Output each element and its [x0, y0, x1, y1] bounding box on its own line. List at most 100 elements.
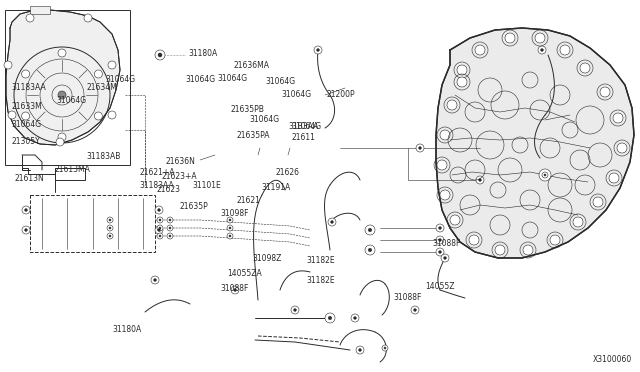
Text: 21636MA: 21636MA [234, 61, 269, 70]
Circle shape [411, 306, 419, 314]
Circle shape [384, 347, 386, 349]
Circle shape [447, 100, 457, 110]
Text: 31064G: 31064G [106, 76, 136, 84]
Text: 31101E: 31101E [192, 182, 221, 190]
Circle shape [84, 14, 92, 22]
Text: 21634M: 21634M [86, 83, 117, 92]
Circle shape [580, 63, 590, 73]
Text: 21621+A: 21621+A [140, 169, 175, 177]
Circle shape [22, 226, 30, 234]
Text: 21626: 21626 [275, 169, 300, 177]
Circle shape [229, 235, 231, 237]
Circle shape [441, 254, 449, 262]
Circle shape [8, 111, 16, 119]
Circle shape [169, 235, 171, 237]
Circle shape [314, 46, 322, 54]
Circle shape [444, 257, 447, 259]
Bar [55, 168, 85, 180]
Circle shape [331, 221, 333, 224]
Circle shape [294, 309, 296, 311]
Polygon shape [6, 10, 120, 145]
Circle shape [495, 245, 505, 255]
Circle shape [155, 50, 165, 60]
Text: 21613MA: 21613MA [54, 165, 90, 174]
Circle shape [108, 61, 116, 69]
Circle shape [328, 316, 332, 320]
Circle shape [227, 233, 233, 239]
Circle shape [107, 233, 113, 239]
Circle shape [544, 174, 546, 176]
Text: 31098Z: 31098Z [253, 254, 282, 263]
Circle shape [231, 286, 239, 294]
Circle shape [227, 225, 233, 231]
Circle shape [109, 227, 111, 229]
Circle shape [155, 226, 163, 234]
Circle shape [157, 233, 163, 239]
Circle shape [476, 176, 484, 184]
Text: 21623+A: 21623+A [161, 172, 197, 181]
Circle shape [94, 70, 102, 78]
Circle shape [354, 317, 356, 320]
Circle shape [438, 227, 442, 230]
Circle shape [479, 179, 481, 182]
Circle shape [107, 225, 113, 231]
Circle shape [158, 53, 162, 57]
Circle shape [593, 197, 603, 207]
Circle shape [368, 248, 372, 252]
Circle shape [4, 61, 12, 69]
Text: 21623: 21623 [157, 185, 181, 194]
Circle shape [58, 133, 66, 141]
Text: 21621: 21621 [237, 196, 260, 205]
Text: 31183AB: 31183AB [86, 152, 121, 161]
Circle shape [159, 235, 161, 237]
Circle shape [416, 144, 424, 152]
Circle shape [469, 235, 479, 245]
Circle shape [475, 45, 485, 55]
Text: 21633M: 21633M [12, 102, 42, 110]
Text: 31088F: 31088F [432, 239, 460, 248]
Circle shape [457, 65, 467, 75]
Text: 31183AA: 31183AA [140, 182, 174, 190]
Text: 31182E: 31182E [306, 256, 335, 265]
Circle shape [167, 233, 173, 239]
Circle shape [169, 227, 171, 229]
Circle shape [600, 87, 610, 97]
Text: 31098F: 31098F [221, 209, 250, 218]
Circle shape [157, 225, 163, 231]
Circle shape [457, 77, 467, 87]
Circle shape [539, 169, 551, 181]
Bar [5, 10, 130, 165]
Circle shape [440, 190, 450, 200]
Circle shape [151, 276, 159, 284]
Circle shape [573, 217, 583, 227]
Text: 21305Y: 21305Y [12, 137, 40, 146]
Circle shape [356, 346, 364, 354]
Circle shape [538, 46, 546, 54]
Circle shape [22, 206, 30, 214]
Bar [30, 6, 50, 14]
Circle shape [229, 227, 231, 229]
Text: 31064G: 31064G [291, 122, 321, 131]
Text: X3100060: X3100060 [593, 355, 632, 364]
Circle shape [107, 217, 113, 223]
Circle shape [229, 219, 231, 221]
Circle shape [159, 219, 161, 221]
Circle shape [328, 218, 336, 226]
Circle shape [365, 225, 375, 235]
Circle shape [234, 289, 236, 291]
Text: 14055Z: 14055Z [426, 282, 455, 291]
Circle shape [613, 113, 623, 123]
Circle shape [609, 173, 619, 183]
Text: 31191A: 31191A [261, 183, 291, 192]
Text: 31B3AA: 31B3AA [288, 122, 318, 131]
Text: 21613N: 21613N [14, 174, 44, 183]
Circle shape [438, 238, 442, 241]
Circle shape [437, 160, 447, 170]
Circle shape [22, 112, 29, 120]
Text: 31183AA: 31183AA [12, 83, 46, 92]
Circle shape [382, 345, 388, 351]
Circle shape [109, 219, 111, 221]
Circle shape [157, 209, 161, 211]
Circle shape [24, 229, 28, 231]
Circle shape [24, 209, 28, 211]
